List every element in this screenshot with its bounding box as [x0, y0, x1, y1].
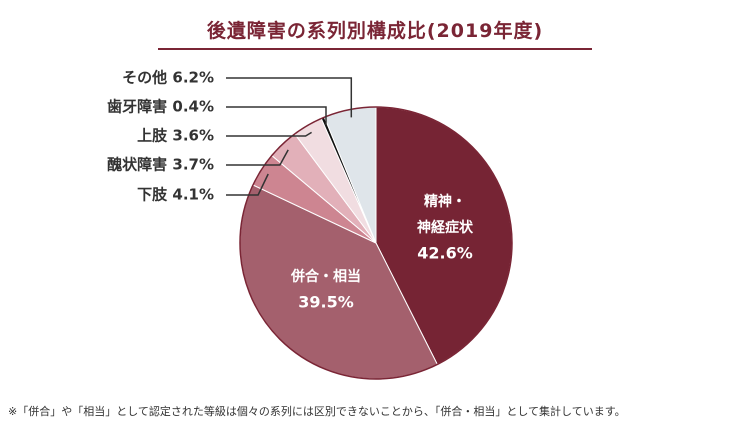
inside-value-2: 39.5%	[298, 293, 354, 312]
inside-labels: 精神・神経症状 42.6% 併合・相当 39.5%	[290, 193, 474, 312]
leader-line-4	[226, 149, 289, 166]
leader-line-7	[226, 77, 353, 118]
outside-label-5: 上肢 3.6%	[137, 127, 214, 145]
outside-label-7: その他 6.2%	[122, 69, 214, 87]
chart-title: 後遺障害の系列別構成比(2019年度)	[206, 20, 544, 42]
leader-line-3	[226, 173, 269, 196]
outside-label-3: 下肢 4.1%	[137, 186, 214, 204]
pie-slices	[239, 106, 513, 380]
inside-label-1: 精神・	[424, 193, 466, 210]
inside-label-2: 併合・相当	[290, 268, 361, 285]
leader-lines	[226, 77, 353, 196]
pie-chart: 下肢 4.1% 醜状障害 3.7% 上肢 3.6% 歯牙障害 0.4% その他 6.2%…	[107, 69, 513, 380]
outside-label-6: 歯牙障害 0.4%	[107, 98, 214, 116]
title-underline	[158, 48, 592, 50]
leader-line-5	[226, 131, 312, 137]
inside-value-1: 42.6%	[417, 244, 473, 263]
outside-labels: 下肢 4.1% 醜状障害 3.7% 上肢 3.6% 歯牙障害 0.4% その他 6.2%	[107, 69, 214, 204]
pie-outline	[239, 106, 513, 380]
leader-line-6	[226, 106, 327, 126]
footnote: ※「併合」や「相当」として認定された等級は個々の系列には区別できないことから、「…	[8, 405, 626, 418]
inside-label-1: 神経症状	[417, 219, 474, 236]
outside-label-4: 醜状障害 3.7%	[107, 156, 214, 174]
